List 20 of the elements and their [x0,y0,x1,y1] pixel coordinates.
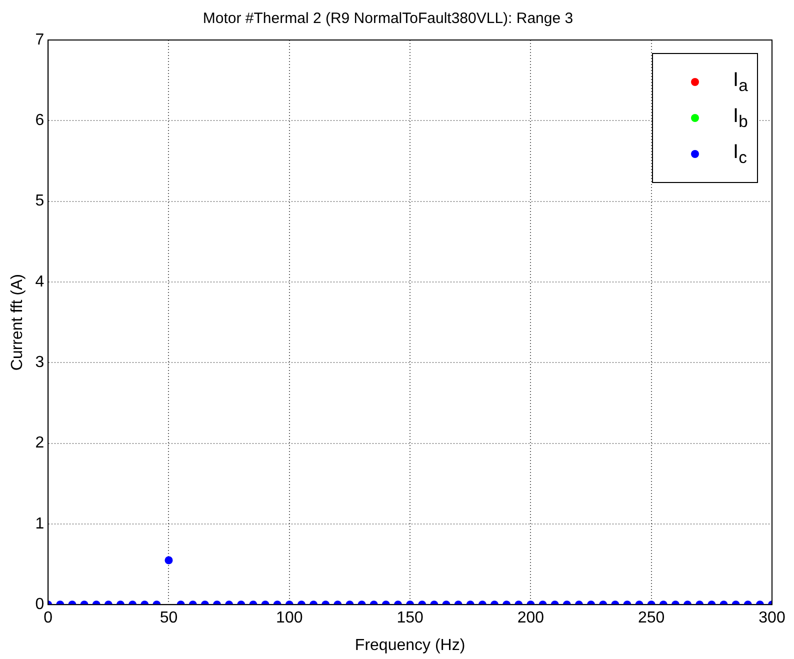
x-tick-label: 100 [276,610,303,627]
y-tick-label: 4 [35,273,44,290]
x-tick-label: 200 [517,610,544,627]
x-axis-title: Frequency (Hz) [354,636,466,654]
chart-title: Motor #Thermal 2 (R9 NormalToFault380VLL): Range 3 [202,10,574,28]
y-axis-title: Current fft (A) [9,274,26,371]
x-tick-label: 250 [638,610,665,627]
y-tick-label: 7 [35,31,44,48]
legend-label: I$_{a}$ [733,68,748,96]
y-tick-label: 3 [35,354,44,372]
x-tick-label: 50 [160,610,178,627]
legend-label: I$_{b}$ [733,104,748,132]
x-tick-label: 300 [758,610,786,627]
y-tick-label: 1 [35,515,44,532]
y-tick-label: 0 [35,596,44,614]
y-tick-label: 5 [35,192,44,210]
y-tick-label: 6 [35,112,44,130]
x-tick-label: 150 [396,610,424,627]
y-tick-label: 2 [35,434,44,452]
legend-label: I$_{c}$ [733,140,747,168]
